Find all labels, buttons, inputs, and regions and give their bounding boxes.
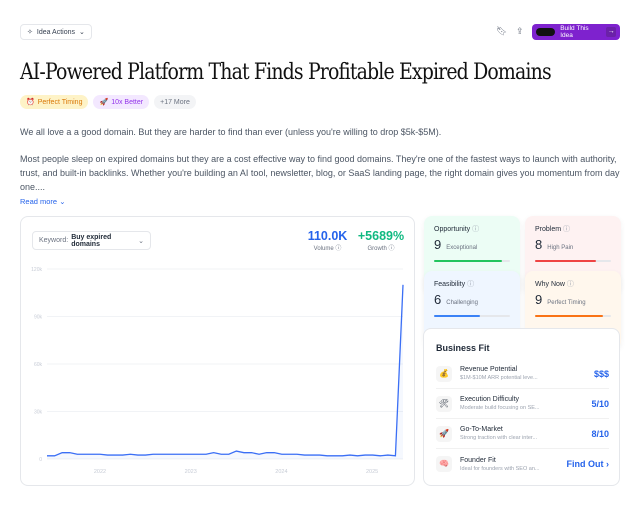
growth-value: +5689% — [357, 229, 405, 243]
business-fit-title: Business Fit — [436, 343, 490, 353]
sparkle-icon: ✧ — [27, 29, 33, 36]
score-label: Challenging — [446, 300, 478, 306]
share-icon[interactable]: ⇪ — [516, 26, 524, 36]
business-fit-row: 💰 Revenue Potential $1M-$10M ARR potential… — [436, 359, 609, 389]
tag-label: 10x Better — [111, 98, 144, 106]
fit-value: 5/10 — [591, 398, 609, 409]
rocket-icon: 🚀 — [436, 425, 452, 442]
fit-value: $$$ — [593, 368, 609, 379]
score-value: 9 Exceptional — [434, 237, 478, 252]
score-label: Perfect Timing — [547, 300, 586, 306]
business-fit-row: 🛠 Execution Difficulty Moderate build focu… — [436, 389, 609, 419]
description-intro: We all love a a good domain. But they ar… — [20, 127, 442, 137]
info-icon: ⓘ — [472, 226, 480, 233]
score-bar — [535, 315, 611, 317]
fit-desc: $1M-$10M ARR potential leve... — [460, 375, 538, 381]
volume-label: Volume ⓘ — [313, 246, 342, 252]
score-value: 8 High Pain — [535, 237, 574, 252]
score-bar — [434, 260, 510, 262]
alarm-clock-icon: ⏰ — [26, 99, 35, 106]
score-value: 6 Challenging — [434, 292, 478, 307]
score-title: Opportunity ⓘ — [434, 226, 480, 233]
score-label: High Pain — [547, 245, 574, 251]
chevron-down-icon: ⌄ — [79, 29, 85, 36]
business-fit-card: Business Fit 💰 Revenue Potential $1M-$10M … — [423, 328, 620, 486]
score-bar-fill — [434, 315, 480, 317]
rocket-icon: 🚀 — [99, 99, 109, 106]
fit-desc: Ideal for founders with SEO an... — [460, 465, 540, 472]
y-tick-label: 30k — [34, 410, 43, 416]
fit-desc: Moderate build focusing on SE... — [460, 405, 540, 411]
fit-value[interactable]: Find Out › — [566, 459, 610, 469]
volume-value: 110.0K — [307, 229, 348, 243]
avatars-icon — [536, 28, 556, 36]
idea-actions-label: Idea Actions — [36, 28, 76, 36]
series-area — [47, 284, 403, 459]
score-bar — [434, 315, 510, 317]
y-tick-label: 0 — [39, 457, 42, 463]
score-bar-fill — [535, 315, 604, 317]
keyword-label: Keyword: — [39, 237, 69, 244]
score-bar — [535, 260, 611, 262]
score-label: Exceptional — [446, 245, 478, 251]
arrow-right-icon: → — [606, 27, 616, 37]
money-bag-icon: 💰 — [436, 365, 452, 382]
trend-card — [20, 216, 415, 486]
fit-desc: Strong traction with clear inter... — [460, 435, 538, 441]
tag-label: Perfect Timing — [37, 98, 83, 106]
read-more-label: Read more — [20, 197, 58, 206]
build-label: Build This Idea — [560, 25, 589, 39]
more-tags-button[interactable]: +17 More — [154, 95, 196, 109]
y-tick-label: 90k — [34, 315, 43, 321]
info-icon: ⓘ — [563, 226, 571, 233]
score-title: Feasibility ⓘ — [434, 281, 475, 288]
x-tick-label: 2025 — [366, 469, 378, 475]
chevron-down-icon: ⌄ — [138, 237, 144, 245]
tag-10x-better[interactable]: 🚀 10x Better — [93, 95, 150, 109]
business-fit-row: 🚀 Go-To-Market Strong traction with clear … — [436, 419, 609, 449]
fit-name: Revenue Potential — [460, 366, 518, 373]
y-tick-label: 120k — [31, 267, 42, 273]
tag-perfect-timing[interactable]: ⏰ Perfect Timing — [20, 95, 89, 109]
score-value: 9 Perfect Timing — [535, 292, 586, 307]
keyword-dropdown[interactable]: Keyword: Buy expired domains ⌄ — [32, 231, 151, 250]
score-bar-fill — [535, 260, 596, 262]
x-tick-label: 2023 — [185, 469, 197, 475]
idea-actions-button[interactable]: ✧ Idea Actions ⌄ — [20, 24, 92, 40]
keyword-value: Buy expired domains — [71, 233, 112, 248]
tag-label: +17 More — [160, 98, 190, 106]
series-line — [47, 284, 404, 457]
fit-name: Founder Fit — [460, 456, 496, 464]
fit-name: Go-To-Market — [460, 426, 503, 433]
x-tick-label: 2022 — [94, 469, 106, 475]
fit-name: Execution Difficulty — [460, 396, 520, 403]
description-body: Most people sleep on expired domains but… — [20, 154, 620, 192]
score-title: Problem ⓘ — [535, 226, 571, 233]
growth-label: Growth ⓘ — [367, 246, 395, 252]
tools-icon: 🛠 — [436, 395, 452, 412]
score-title: Why Now ⓘ — [535, 281, 574, 288]
build-this-idea-button[interactable]: Build This Idea → — [532, 24, 620, 40]
page-title: AI-Powered Platform That Finds Profitabl… — [20, 60, 552, 85]
bookmark-icon[interactable]: 🔖︎ — [496, 26, 508, 36]
fit-value: 8/10 — [591, 428, 609, 439]
read-more-link[interactable]: Read more ⌄ — [20, 197, 66, 206]
info-icon: ⓘ — [566, 281, 574, 288]
brain-icon: 🧠 — [436, 456, 452, 472]
business-fit-row[interactable]: 🧠 Founder Fit Ideal for founders with SEO … — [436, 449, 609, 479]
y-tick-label: 60k — [34, 362, 43, 368]
info-icon: ⓘ — [467, 281, 475, 288]
score-bar-fill — [434, 260, 503, 262]
x-tick-label: 2024 — [275, 469, 287, 475]
